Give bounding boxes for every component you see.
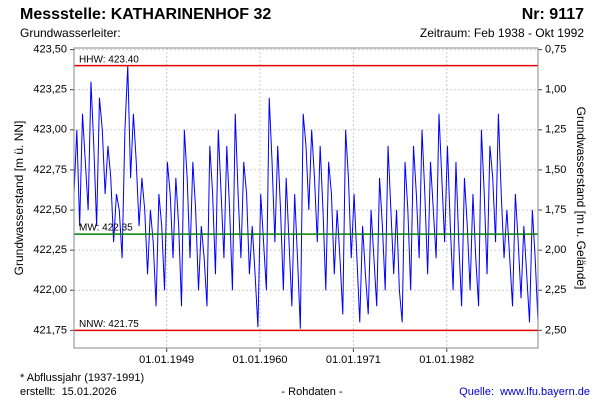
source: Quelle: www.lfu.bayern.de xyxy=(459,386,590,398)
reference-label: NNW: 421.75 xyxy=(79,319,139,330)
period: Zeitraum: Feb 1938 - Okt 1992 xyxy=(420,26,584,40)
x-tick-label: 01.01.1949 xyxy=(139,354,194,366)
y-tick-label: 422,00 xyxy=(33,284,67,296)
x-tick-label: 01.01.1971 xyxy=(326,354,381,366)
plot-frame xyxy=(73,47,539,349)
y-tick-label: 422,25 xyxy=(33,244,67,256)
y-tick-label: 423,50 xyxy=(33,44,67,56)
aquifer: Grundwasserleiter: xyxy=(20,26,121,40)
y2-tick-label: 2,00 xyxy=(545,244,566,256)
water-level-line xyxy=(73,65,539,329)
y2-axis-label: Grundwasserstand [m u. Gelände] xyxy=(574,107,588,290)
reference-label: HHW: 423.40 xyxy=(79,54,139,65)
y-tick-label: 423,00 xyxy=(33,124,67,136)
y2-tick-label: 1,00 xyxy=(545,84,566,96)
y2-tick-label: 2,50 xyxy=(545,324,566,336)
reference-label: MW: 422.35 xyxy=(79,223,133,234)
y2-tick-label: 1,50 xyxy=(545,164,566,176)
x-tick-label: 01.01.1982 xyxy=(419,354,474,366)
y-tick-label: 421,75 xyxy=(33,324,67,336)
station-number: Nr: 9117 xyxy=(522,6,584,23)
y-axis-label: Grundwasserstand [m ü. NN] xyxy=(12,121,26,276)
y2-tick-label: 1,75 xyxy=(545,204,566,216)
y2-tick-label: 2,25 xyxy=(545,284,566,296)
y-tick-label: 422,75 xyxy=(33,164,67,176)
y2-tick-label: 0,75 xyxy=(545,44,566,56)
y-tick-label: 423,25 xyxy=(33,84,67,96)
y2-tick-label: 1,25 xyxy=(545,124,566,136)
x-tick-label: 01.01.1960 xyxy=(232,354,287,366)
created: erstellt: 15.01.2026 xyxy=(20,386,117,398)
data-note: - Rohdaten - xyxy=(281,386,342,398)
y-tick-label: 422,50 xyxy=(33,204,67,216)
footnote: * Abflussjahr (1937-1991) xyxy=(20,372,144,384)
chart-title: Messstelle: KATHARINENHOF 32 xyxy=(20,6,271,23)
